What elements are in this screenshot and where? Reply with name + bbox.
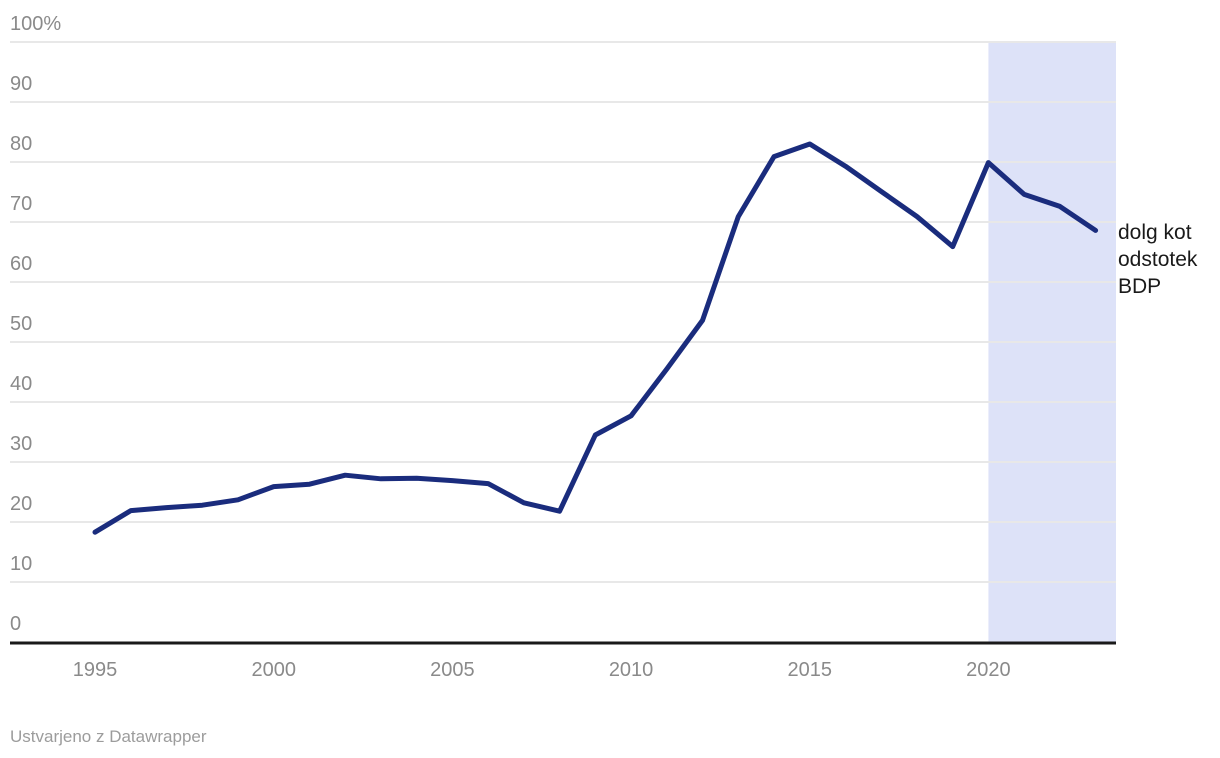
y-axis-tick-label: 50 [10,313,32,335]
y-axis-tick-label: 60 [10,253,32,275]
y-axis-tick-label: 80 [10,133,32,155]
x-axis-tick-label: 2010 [609,659,654,681]
y-axis-tick-label: 90 [10,73,32,95]
x-axis-tick-label: 2000 [251,659,296,681]
y-axis-tick-label: 100% [10,13,61,35]
y-axis-tick-label: 70 [10,193,32,215]
series-annotation: dolg kot odstotek BDP [1118,219,1197,300]
x-axis-tick-label: 2015 [788,659,833,681]
y-axis-tick-label: 10 [10,553,32,575]
datawrapper-attribution-link[interactable]: Ustvarjeno z Datawrapper [10,727,207,746]
debt-series-line [92,141,1099,535]
annotation-line-1: dolg kot [1118,221,1192,244]
y-axis-tick-label: 30 [10,433,32,455]
annotation-line-2: odstotek [1118,248,1198,271]
x-axis-tick-label: 2005 [430,659,475,681]
x-axis-tick-label: 1995 [73,659,118,681]
y-axis-tick-label: 0 [10,613,21,635]
y-axis-tick-label: 40 [10,373,32,395]
annotation-line-3: BDP [1118,275,1162,298]
y-axis-tick-label: 20 [10,493,32,515]
x-axis-tick-label: 2020 [966,659,1011,681]
